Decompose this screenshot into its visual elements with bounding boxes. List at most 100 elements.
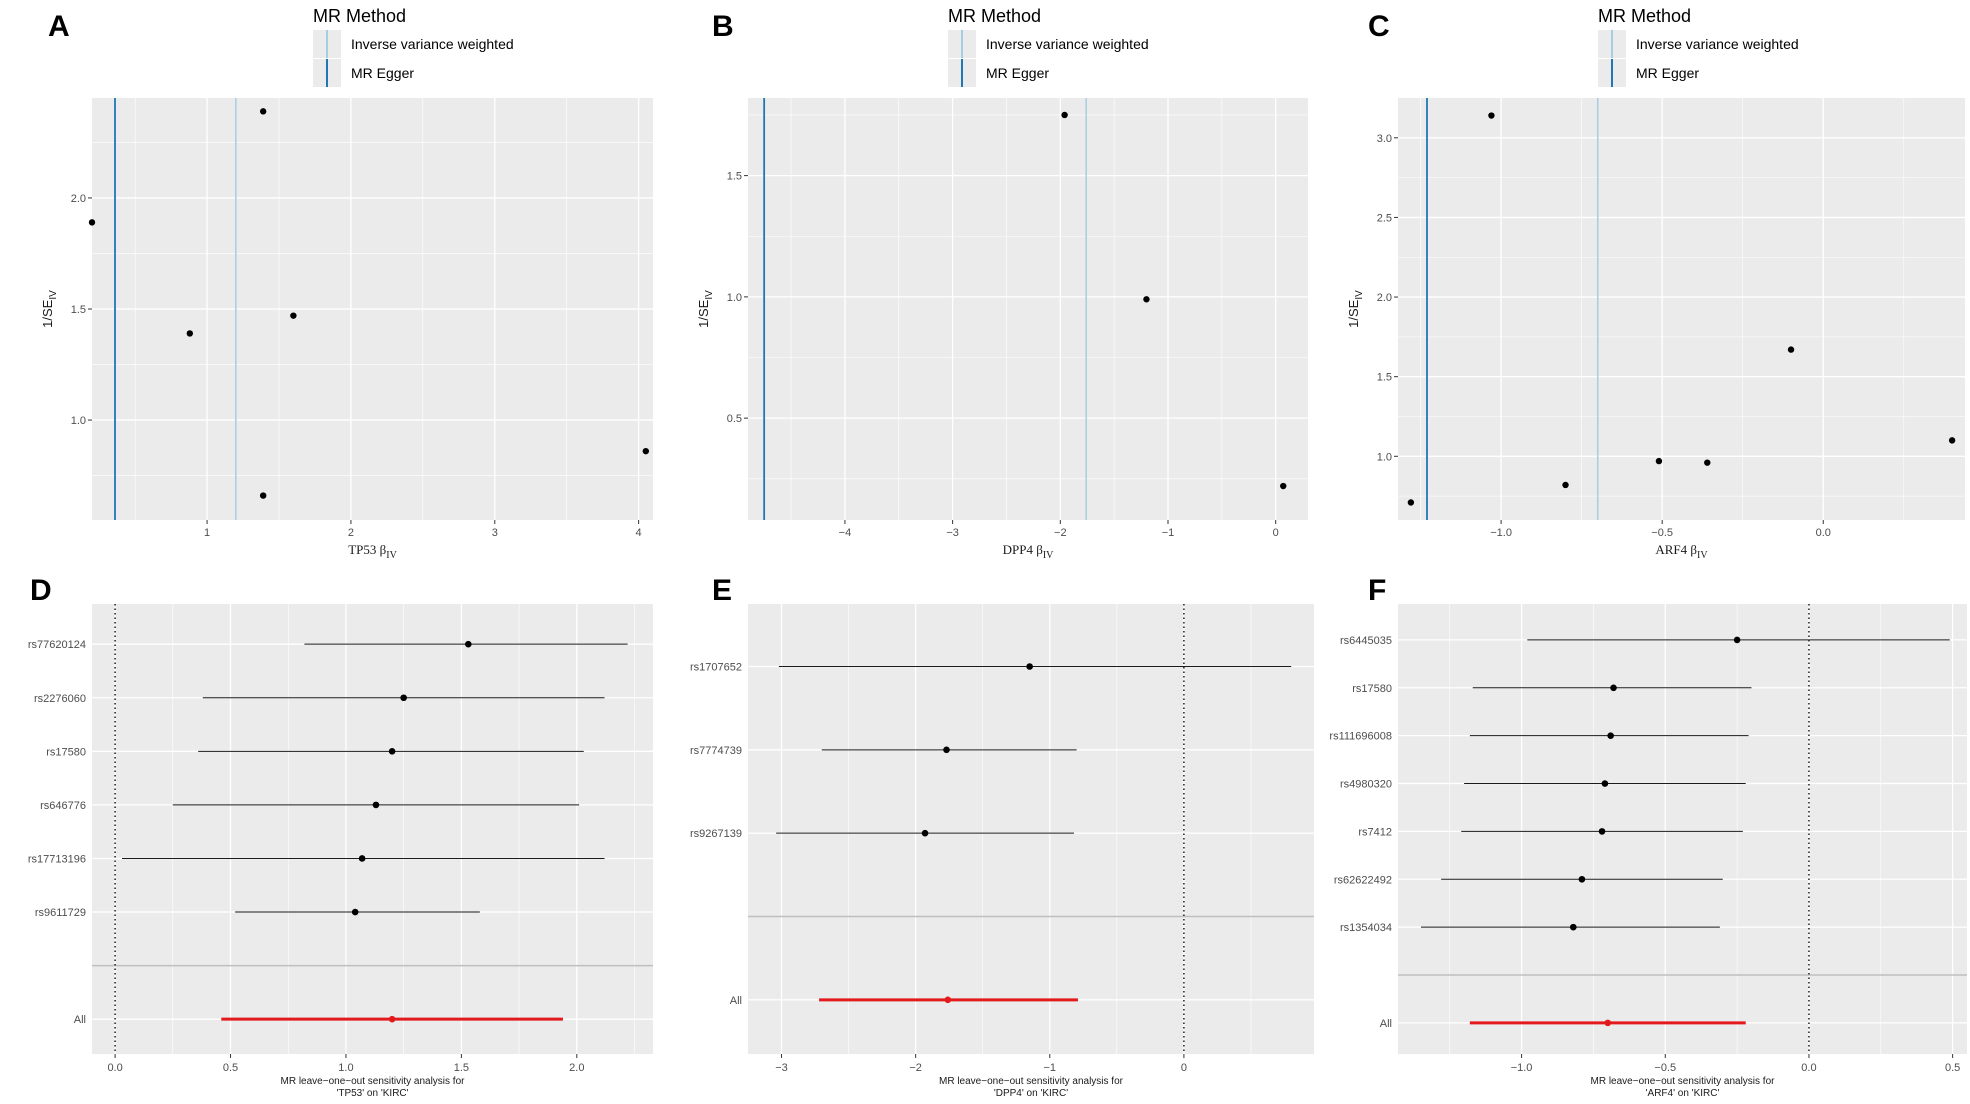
plot-caption-line2: 'DPP4' on 'KIRC' [994,1088,1068,1099]
estimate-point [1610,684,1617,692]
snp-label: rs17580 [1352,683,1392,695]
data-point [290,312,297,319]
data-point [1787,346,1795,353]
y-axis-title-main: 1/SE [40,299,55,328]
data-point [1948,437,1956,444]
estimate-point [1026,663,1033,670]
estimate-point [1601,780,1609,787]
x-tick-label: 0.5 [1945,1062,1960,1074]
estimate-point [1607,732,1614,739]
estimate-point [921,829,929,837]
panel-letter: B [712,10,734,43]
x-axis-title-gene: ARF4 [1655,542,1690,557]
y-axis-title: 1/SEIV [1346,290,1365,328]
x-axis-title-gene: DPP4 [1003,542,1037,557]
x-tick-label: −3 [946,527,959,539]
x-axis-title: TP53 βIV [348,542,397,561]
snp-label: rs62622492 [1334,874,1392,886]
x-axis-title: DPP4 βIV [1003,542,1055,561]
y-tick-label: 1.0 [71,415,86,427]
x-tick-label: 1 [204,527,210,539]
snp-label: rs111696008 [1329,731,1392,743]
gridlines [1398,98,1965,520]
estimate-point [400,694,407,702]
legend-label: MR Egger [986,65,1049,81]
estimate-point [1578,875,1586,883]
y-axis-title-main: 1/SE [1346,299,1361,328]
x-tick-label: −1.0 [1511,1062,1533,1074]
snp-label: rs2276060 [34,693,86,705]
y-axis-title: 1/SEIV [40,290,59,328]
x-tick-label: 0.0 [107,1062,122,1074]
data-point [88,219,96,226]
legend-title: MR Method [948,6,1041,26]
x-tick-label: 3 [492,527,498,539]
data-point [259,108,267,115]
x-axis-title-symbol: β [1690,542,1697,557]
snp-label: rs7412 [1358,826,1392,838]
data-point [1488,112,1495,119]
y-axis-title-subscript: IV [48,290,59,300]
all-label: All [730,995,742,1007]
plot-panel [748,604,1314,1054]
x-tick-label: 0.0 [1816,527,1831,539]
data-point [1704,459,1711,466]
legend: MR Method Inverse variance weighted MR Egg… [313,6,514,87]
estimate-point [1733,636,1741,644]
funnel-plot-a: A MR Method Inverse variance weighted MR Eg… [40,6,653,561]
x-tick-label: 0 [1273,527,1279,539]
legend-label: Inverse variance weighted [986,36,1149,52]
legend-label: MR Egger [351,65,414,81]
x-tick-label: −4 [839,527,852,539]
x-axis-title-subscript: IV [1043,550,1054,561]
y-axis-title-subscript: IV [1354,290,1365,300]
plot-panel [92,604,653,1054]
x-tick-label: −0.5 [1654,1062,1676,1074]
y-axis-title-main: 1/SE [696,299,711,328]
x-axis-title-symbol: β [380,542,387,557]
snp-label: rs77620124 [28,639,86,651]
legend-title: MR Method [1598,6,1691,26]
y-tick-label: 1.0 [1377,451,1392,463]
y-tick-label: 0.5 [727,413,742,425]
plot-panel [1398,98,1965,520]
gridlines [748,98,1308,520]
snp-label: rs1354034 [1340,922,1392,934]
estimate-point [1569,923,1577,931]
x-tick-label: −1 [1162,527,1175,539]
legend-label: Inverse variance weighted [1636,36,1799,52]
legend: MR Method Inverse variance weighted MR Egg… [948,6,1149,87]
y-tick-label: 1.5 [1377,372,1392,384]
overall-estimate-point [944,996,952,1004]
all-label: All [1380,1018,1392,1030]
panel-letter: A [48,10,70,43]
data-point [259,492,267,499]
x-tick-label: 2 [348,527,354,539]
x-axis-title-subscript: IV [386,550,397,561]
estimate-point [1598,828,1606,835]
legend-label: MR Egger [1636,65,1699,81]
x-tick-label: −0.5 [1651,527,1673,539]
plot-caption-line1: MR leave−one−out sensitivity analysis fo… [939,1076,1124,1087]
panel-letter: C [1368,10,1390,43]
x-tick-label: −2 [1054,527,1067,539]
snp-label: rs17580 [46,746,86,758]
x-tick-label: 0.0 [1801,1062,1816,1074]
x-tick-label: 2.0 [569,1062,584,1074]
estimate-point [351,908,359,916]
estimate-point [358,855,366,862]
x-tick-label: −3 [775,1062,788,1074]
funnel-plot-c: C MR Method Inverse variance weighted MR Eg… [1346,6,1965,561]
overall-estimate-point [1604,1019,1612,1027]
data-point [1407,499,1415,506]
plot-caption-line1: MR leave−one−out sensitivity analysis fo… [281,1076,466,1087]
panel-letter: D [30,574,52,607]
y-tick-label: 2.0 [71,193,86,205]
estimate-point [943,746,950,754]
gridlines [92,98,653,520]
y-tick-label: 1.5 [727,171,742,183]
plot-panel [1398,604,1967,1054]
legend-title: MR Method [313,6,406,26]
